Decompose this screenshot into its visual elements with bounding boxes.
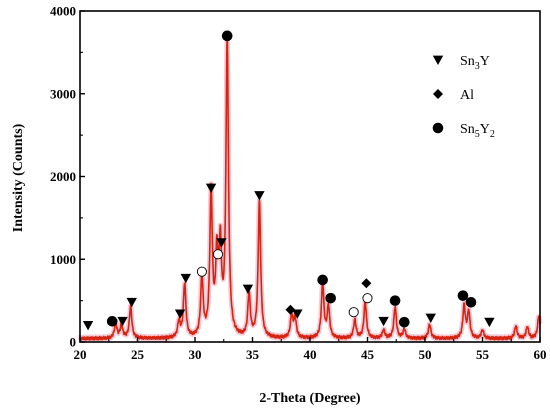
x-tick-label: 30 [189,347,202,362]
open-circle-marker [362,293,373,304]
diamond-marker [361,278,372,289]
x-tick-label: 25 [131,347,145,362]
legend-label-part: Al [460,88,474,103]
x-axis: 20 25 30 35 40 45 50 55 60 [74,337,547,362]
triangle-down-marker [242,284,254,294]
triangle-down-marker [117,316,128,327]
legend-label-part: 3 [475,61,480,72]
legend-label-part: Sn [460,54,475,69]
triangle-down-marker [126,297,137,308]
x-tick-label: 60 [534,347,547,362]
filled-circle-marker [325,292,337,304]
xrd-series-line [79,35,541,341]
open-circle-marker [196,266,207,277]
y-tick-label: 4000 [50,4,76,19]
open-circle-marker [348,307,359,318]
plot-area [77,33,543,343]
x-tick-label: 55 [476,347,490,362]
filled-circle-marker [457,290,469,301]
legend-diamond-icon [433,89,443,99]
phase-markers [82,30,495,331]
x-tick-label: 50 [419,347,432,362]
legend-label: Sn5Y2 [460,122,495,140]
open-circle-marker [212,249,224,260]
legend-label-part: Sn [460,122,475,137]
y-axis: 0 1000 2000 3000 4000 [50,4,85,350]
legend-label-part: Y [480,54,490,69]
filled-circle-marker [317,274,328,286]
legend-label-part: 2 [490,129,495,140]
legend-label: Al [460,88,474,103]
legend-label-part: Y [480,122,490,137]
legend-label: Sn3Y [460,54,490,72]
filled-circle-marker [465,296,477,308]
triangle-down-marker [180,273,191,284]
filled-circle-marker [389,295,401,306]
triangle-down-marker [174,309,186,319]
triangle-down-marker [254,191,265,201]
triangle-down-marker [205,183,217,194]
triangle-down-marker [292,309,303,319]
y-tick-label: 3000 [50,86,76,101]
triangle-down-marker [82,321,94,331]
y-tick-label: 2000 [50,169,76,184]
x-tick-label: 20 [74,347,87,362]
filled-circle-marker [221,30,233,42]
pattern-glow [77,33,543,343]
x-tick-label: 45 [361,347,375,362]
x-tick-label: 35 [246,347,260,362]
legend-label-part: 5 [475,129,480,140]
x-tick-label: 40 [304,347,317,362]
y-tick-label: 0 [70,335,77,350]
y-tick-label: 1000 [50,252,76,267]
filled-circle-marker [106,316,118,327]
x-axis-title: 2-Theta (Degree) [259,391,361,406]
y-axis-title: Intensity (Counts) [11,123,26,232]
triangle-down-marker [216,238,227,248]
legend-filled-circle-icon [432,122,444,134]
filled-circle-marker [399,316,410,328]
triangle-down-marker [425,313,436,323]
triangle-down-marker [484,317,495,328]
triangle-down-marker [378,316,389,327]
diamond-marker [285,304,296,315]
legend-triangle-down-icon [432,55,444,65]
